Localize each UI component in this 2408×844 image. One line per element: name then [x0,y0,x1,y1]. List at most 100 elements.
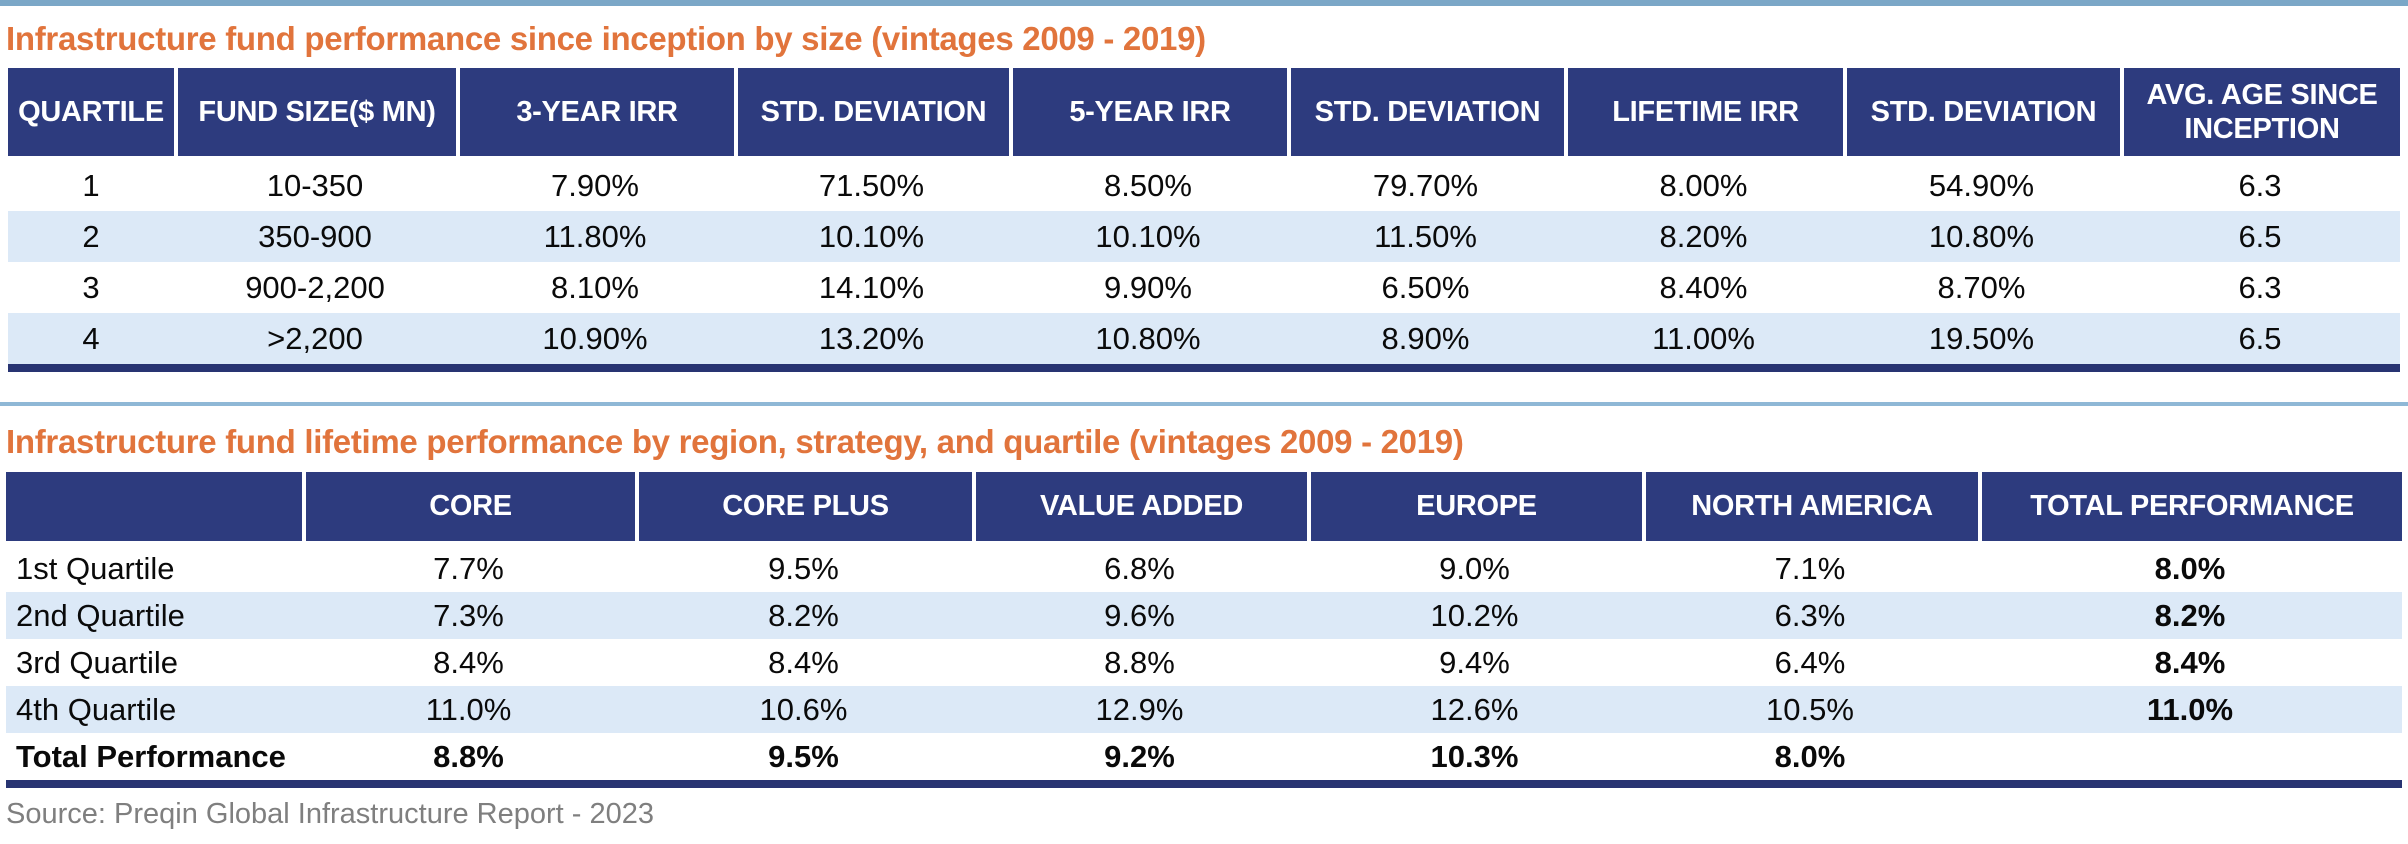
table2-title: Infrastructure fund lifetime performance… [6,423,1464,460]
table-cell: 8.4% [433,644,504,680]
table-cell: 13.20% [734,313,1009,364]
table-row: 3rd Quartile 8.4% 8.4% 8.8% 9.4% 6.4% 8.… [6,639,2402,686]
column-header: 5-YEAR IRR [1009,68,1287,160]
total-performance-row: Total Performance 8.8% 9.5% 9.2% 10.3% 8… [6,733,2402,780]
table-cell: 8.8% [1104,644,1175,680]
column-header: STD. DEVIATION [734,68,1009,160]
table-cell: 54.90% [1928,167,2035,203]
row-label: 4th Quartile [6,686,302,733]
table-cell: 10.5% [1642,686,1978,733]
table-cell: 9.2% [972,733,1307,780]
table-cell: 10.90% [456,313,734,364]
table-cell: 2 [8,211,174,262]
column-header: LIFETIME IRR [1564,68,1843,160]
table-cell: 8.2% [1978,592,2402,639]
table-cell: 6.5 [2120,211,2400,262]
column-header: CORE PLUS [635,472,972,545]
table-cell: 10.80% [1009,313,1287,364]
column-header: AVG. AGE SINCE INCEPTION [2120,68,2400,160]
table-cell: 7.3% [302,592,635,639]
table1-header-row: QUARTILE FUND SIZE($ MN) 3-YEAR IRR STD.… [8,68,2400,160]
source-note: Source: Preqin Global Infrastructure Rep… [6,798,654,830]
section-divider-line [0,402,2408,406]
table-cell: 9.0% [1439,550,1510,586]
table-cell: 10.6% [635,686,972,733]
table-cell: 79.70% [1372,167,1479,203]
table-cell: 9.5% [768,550,839,586]
table-cell: 6.4% [1774,644,1846,680]
table-cell: 9.90% [1104,269,1192,305]
table-cell [1978,733,2402,780]
column-header: VALUE ADDED [972,472,1307,545]
table-cell: 8.70% [1937,269,2026,305]
table-row: 1st Quartile 7.7% 9.5% 6.8% 9.0% 7.1% 8.… [6,545,2402,592]
table-cell: 11.0% [302,686,635,733]
table-cell: 8.4% [768,644,839,680]
table-cell: 10.2% [1307,592,1642,639]
table-cell: 12.6% [1307,686,1642,733]
table-cell: 350-900 [174,211,456,262]
table-cell: 11.50% [1287,211,1564,262]
table-cell: 8.40% [1659,269,1748,305]
table-cell: 10.10% [734,211,1009,262]
table-cell: 7.1% [1774,550,1846,586]
table-cell: 6.3 [2238,269,2282,305]
table-cell: 71.50% [818,167,925,203]
table-row: 2nd Quartile 7.3% 8.2% 9.6% 10.2% 6.3% 8… [6,592,2402,639]
table-cell: 12.9% [972,686,1307,733]
top-border-line [0,0,2408,6]
table-cell: 8.2% [635,592,972,639]
table2-bottom-rule [6,780,2402,788]
table-cell: 6.3% [1642,592,1978,639]
column-header: FUND SIZE($ MN) [174,68,456,160]
table2-header-row: CORE CORE PLUS VALUE ADDED EUROPE NORTH … [6,472,2402,545]
table-cell: 11.80% [456,211,734,262]
table-cell: 10-350 [266,167,364,203]
table-row: 2 350-900 11.80% 10.10% 10.10% 11.50% 8.… [8,211,2400,262]
table-cell: 8.8% [302,733,635,780]
region-strategy-performance-table: CORE CORE PLUS VALUE ADDED EUROPE NORTH … [6,472,2402,780]
table-cell: 9.6% [972,592,1307,639]
row-label: 3rd Quartile [16,644,178,680]
column-header: TOTAL PERFORMANCE [1978,472,2402,545]
table-cell: 6.50% [1381,269,1470,305]
table-cell: 9.5% [635,733,972,780]
table-cell: 8.00% [1659,167,1748,203]
table-cell: >2,200 [174,313,456,364]
table-cell: 6.5 [2120,313,2400,364]
table1-title: Infrastructure fund performance since in… [6,20,1206,57]
table-cell: 8.4% [2154,644,2226,680]
table-cell: 900-2,200 [245,269,385,305]
table-cell: 10.80% [1843,211,2120,262]
table1-bottom-rule [8,364,2400,372]
column-header: NORTH AMERICA [1642,472,1978,545]
table-cell: 7.90% [551,167,639,203]
table-cell: 10.3% [1307,733,1642,780]
row-label: 1st Quartile [16,550,175,586]
table-cell: 8.0% [1642,733,1978,780]
table-cell: 8.20% [1564,211,1843,262]
table-cell: 10.10% [1009,211,1287,262]
table-row: 3 900-2,200 8.10% 14.10% 9.90% 6.50% 8.4… [8,262,2400,313]
table-cell: 6.3 [2238,167,2282,203]
table-cell: 8.10% [551,269,639,305]
table-cell: 7.7% [433,550,504,586]
fund-size-performance-table: QUARTILE FUND SIZE($ MN) 3-YEAR IRR STD.… [8,68,2400,364]
table-row: 4th Quartile 11.0% 10.6% 12.9% 12.6% 10.… [6,686,2402,733]
column-header: CORE [302,472,635,545]
column-header: STD. DEVIATION [1843,68,2120,160]
column-header: 3-YEAR IRR [456,68,734,160]
table-cell: 9.4% [1439,644,1510,680]
table-cell: 8.50% [1104,167,1192,203]
table-row: 1 10-350 7.90% 71.50% 8.50% 79.70% 8.00%… [8,160,2400,211]
table-cell: 3 [82,269,100,305]
table-cell: 11.0% [1978,686,2402,733]
row-label: 2nd Quartile [6,592,302,639]
table-cell: 8.0% [2154,550,2226,586]
table-cell: 19.50% [1843,313,2120,364]
column-header: STD. DEVIATION [1287,68,1564,160]
table-cell: 14.10% [818,269,925,305]
table-cell: 1 [82,167,100,203]
column-header: EUROPE [1307,472,1642,545]
table-cell: 4 [8,313,174,364]
